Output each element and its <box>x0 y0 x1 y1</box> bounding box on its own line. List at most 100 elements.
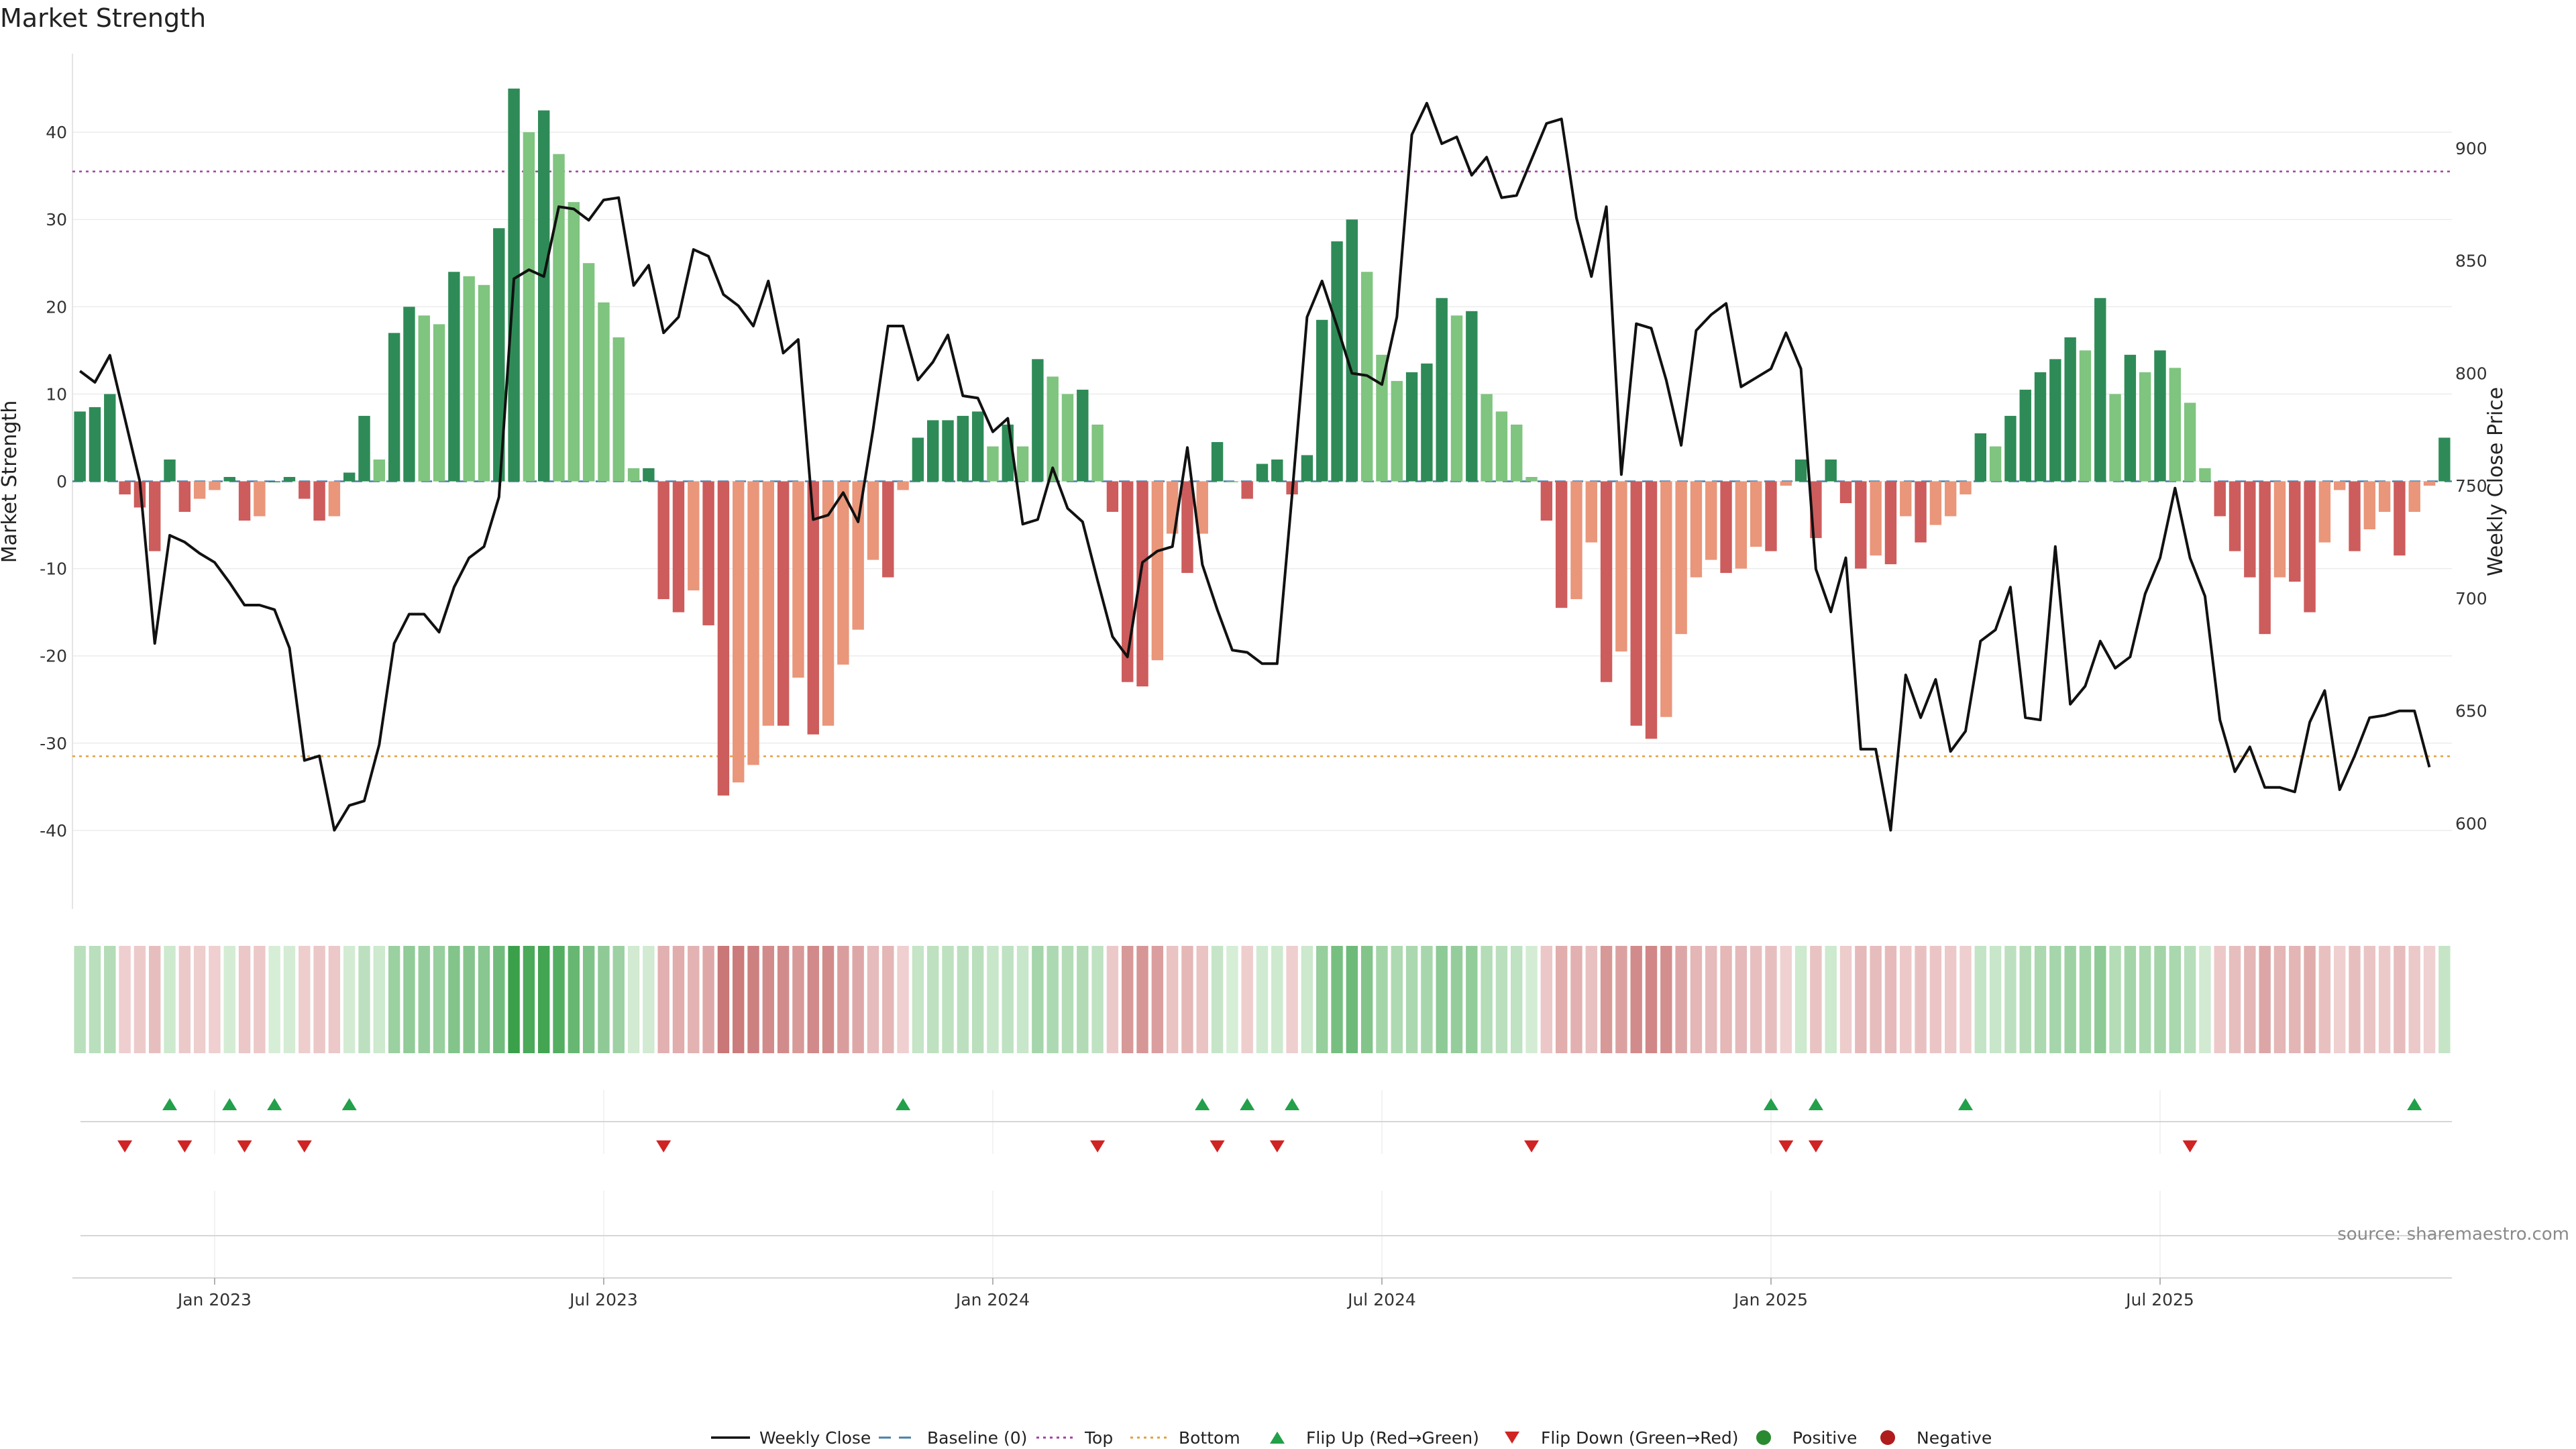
flip-up-marker <box>1763 1098 1778 1110</box>
heat-cell <box>89 946 101 1053</box>
strength-bar <box>612 337 625 482</box>
strength-bar <box>2378 481 2391 513</box>
heat-cell <box>1376 946 1388 1053</box>
heat-cell <box>822 946 835 1053</box>
left-y-tick-label: 0 <box>56 472 67 492</box>
legend-label: Positive <box>1792 1428 1857 1448</box>
heat-cell <box>2049 946 2061 1053</box>
heat-cell <box>747 946 759 1053</box>
strength-bar <box>942 420 954 482</box>
strength-bar <box>1915 481 1927 543</box>
heat-cell <box>2124 946 2137 1053</box>
strength-bar <box>1136 481 1148 687</box>
heat-cell <box>1794 946 1807 1053</box>
heat-cell <box>2378 946 2391 1053</box>
heat-cell <box>867 946 879 1053</box>
legend-swatch <box>1756 1430 1771 1445</box>
strength-bar <box>1974 433 1986 482</box>
strength-bar <box>2199 468 2211 482</box>
strength-bar <box>343 472 356 482</box>
heat-cell <box>2184 946 2196 1053</box>
strength-bar <box>1106 481 1119 513</box>
strength-bar <box>164 459 176 482</box>
heat-cell <box>1900 946 1912 1053</box>
heat-cell <box>2273 946 2286 1053</box>
heat-cell <box>971 946 984 1053</box>
strength-bar <box>2109 394 2121 482</box>
left-y-tick-label: -40 <box>40 821 67 841</box>
heat-cell <box>1301 946 1313 1053</box>
legend-label: Weekly Close <box>759 1428 871 1448</box>
heat-cell <box>807 946 819 1053</box>
strength-bar <box>2363 481 2376 530</box>
strength-bar <box>762 481 775 726</box>
strength-bars <box>74 89 2451 796</box>
strength-bar <box>1720 481 1732 574</box>
heat-cell <box>1884 946 1897 1053</box>
heat-cell <box>2229 946 2241 1053</box>
strength-bar <box>2094 298 2106 482</box>
legend-label: Negative <box>1917 1428 1992 1448</box>
heat-cell <box>358 946 370 1053</box>
strength-bar <box>74 411 86 482</box>
flip-down-marker <box>177 1140 193 1152</box>
legend-label: Baseline (0) <box>927 1428 1027 1448</box>
heat-cell <box>1016 946 1029 1053</box>
heat-cell <box>1091 946 1104 1053</box>
strength-bar <box>1346 219 1358 482</box>
strength-bar <box>1585 481 1597 543</box>
strength-bar <box>1211 441 1224 482</box>
strength-bar <box>822 481 835 726</box>
flip-down-marker <box>237 1140 252 1152</box>
heat-cell <box>643 946 655 1053</box>
legend-label: Bottom <box>1179 1428 1240 1448</box>
strength-bar <box>373 459 386 482</box>
flip-up-marker <box>1240 1098 1255 1110</box>
heat-cell <box>1331 946 1343 1053</box>
heat-cell <box>538 946 550 1053</box>
heat-cell <box>223 946 235 1053</box>
heat-cell <box>254 946 266 1053</box>
heat-cell <box>1286 946 1298 1053</box>
heat-cell <box>1436 946 1448 1053</box>
strength-bar <box>1690 481 1703 578</box>
strength-bar <box>1241 481 1253 499</box>
strength-bar <box>792 481 804 678</box>
strength-bar <box>1450 315 1463 482</box>
heat-cell <box>1525 946 1538 1053</box>
strength-bar <box>2214 481 2226 517</box>
right-y-tick-label: 900 <box>2455 139 2487 158</box>
strength-bar <box>837 481 849 665</box>
legend-label: Flip Down (Green→Red) <box>1541 1428 1739 1448</box>
x-axis-ticks: Jan 2023 Jul 2023 Jan 2024 Jul 2024 Jan 2025… <box>176 1278 2194 1309</box>
heat-cell <box>1690 946 1703 1053</box>
strength-bar <box>1091 424 1104 482</box>
strength-bar <box>568 202 580 482</box>
heat-cell <box>792 946 804 1053</box>
heat-cell <box>553 946 565 1053</box>
strength-bar <box>433 324 445 482</box>
strength-bar <box>463 276 475 482</box>
heat-cell <box>777 946 790 1053</box>
flip-down-marker <box>2182 1140 2198 1152</box>
legend-swatch <box>1880 1430 1895 1445</box>
strength-bar <box>209 481 221 490</box>
strength-bar <box>1226 481 1238 482</box>
heat-cell <box>987 946 999 1053</box>
heat-cell <box>1166 946 1179 1053</box>
strength-bar <box>119 481 131 495</box>
heat-cell <box>2259 946 2271 1053</box>
strength-bar <box>328 481 341 517</box>
strength-bar <box>733 481 745 783</box>
strength-bar <box>2333 481 2346 490</box>
x-tick-label: Jan 2024 <box>955 1290 1030 1309</box>
strength-bar <box>2273 481 2286 578</box>
strength-bar <box>1436 298 1448 482</box>
heat-cell <box>1870 946 1882 1053</box>
heat-cell <box>657 946 669 1053</box>
heat-cell <box>1271 946 1283 1053</box>
flip-down-marker <box>656 1140 672 1152</box>
heat-cell <box>1570 946 1582 1053</box>
strength-bar <box>1077 389 1089 482</box>
strength-bar <box>148 481 161 551</box>
